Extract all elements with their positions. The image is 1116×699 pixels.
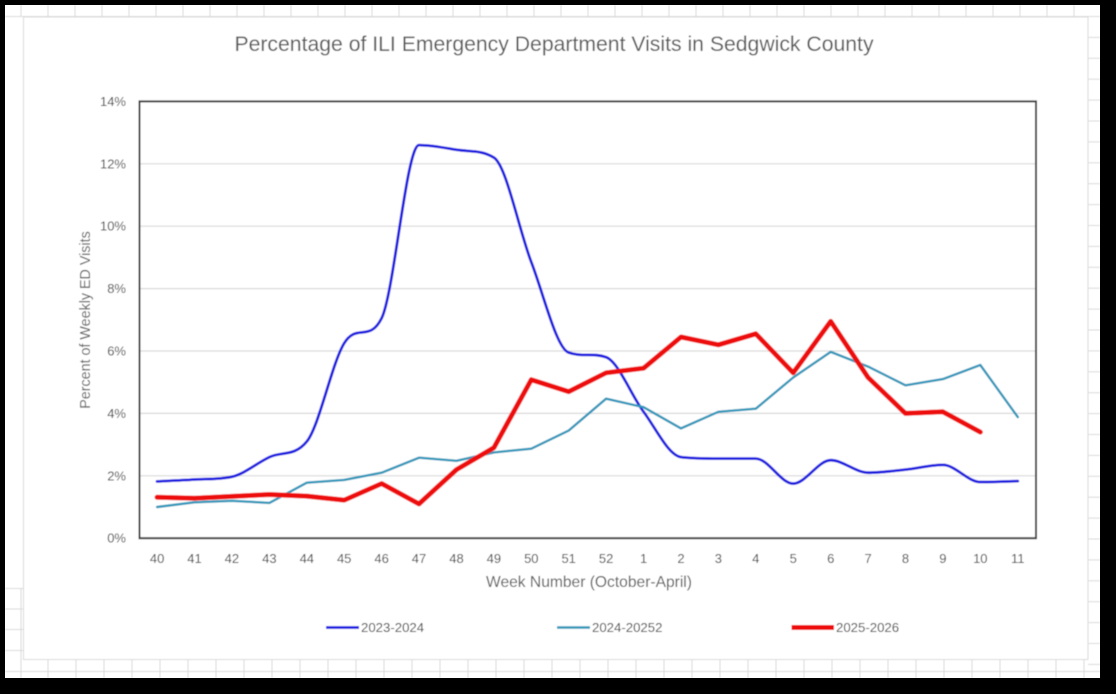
svg-text:4: 4 xyxy=(752,551,759,566)
svg-text:48: 48 xyxy=(449,551,463,566)
svg-text:8: 8 xyxy=(902,551,909,566)
svg-text:Week Number (October-April): Week Number (October-April) xyxy=(486,574,692,591)
svg-text:5: 5 xyxy=(790,551,797,566)
svg-text:1: 1 xyxy=(640,551,647,566)
svg-text:6%: 6% xyxy=(107,344,126,359)
svg-text:8%: 8% xyxy=(107,281,126,296)
svg-text:50: 50 xyxy=(524,551,538,566)
svg-text:3: 3 xyxy=(715,551,722,566)
svg-text:2: 2 xyxy=(677,551,684,566)
svg-text:52: 52 xyxy=(599,551,613,566)
svg-text:Percent of Weekly ED Visits: Percent of Weekly ED Visits xyxy=(78,231,94,408)
svg-text:2024-20252: 2024-20252 xyxy=(592,620,662,635)
svg-text:12%: 12% xyxy=(100,156,126,171)
svg-text:43: 43 xyxy=(262,551,276,566)
svg-text:10: 10 xyxy=(973,551,987,566)
svg-text:40: 40 xyxy=(150,551,164,566)
svg-text:41: 41 xyxy=(187,551,201,566)
svg-text:7: 7 xyxy=(864,551,871,566)
svg-text:4%: 4% xyxy=(107,406,126,421)
svg-text:2025-2026: 2025-2026 xyxy=(836,620,899,635)
svg-text:44: 44 xyxy=(300,551,314,566)
svg-text:11: 11 xyxy=(1011,551,1025,566)
svg-text:0%: 0% xyxy=(107,531,126,546)
svg-text:46: 46 xyxy=(374,551,388,566)
svg-text:45: 45 xyxy=(337,551,351,566)
svg-text:2%: 2% xyxy=(107,468,126,483)
svg-text:51: 51 xyxy=(561,551,575,566)
svg-text:47: 47 xyxy=(412,551,426,566)
svg-text:42: 42 xyxy=(225,551,239,566)
svg-text:14%: 14% xyxy=(100,94,126,109)
svg-text:Percentage of ILI Emergency De: Percentage of ILI Emergency Department V… xyxy=(234,33,873,56)
svg-text:10%: 10% xyxy=(100,219,126,234)
svg-text:9: 9 xyxy=(939,551,946,566)
svg-text:6: 6 xyxy=(827,551,834,566)
svg-text:49: 49 xyxy=(487,551,501,566)
svg-text:2023-2024: 2023-2024 xyxy=(361,620,424,635)
